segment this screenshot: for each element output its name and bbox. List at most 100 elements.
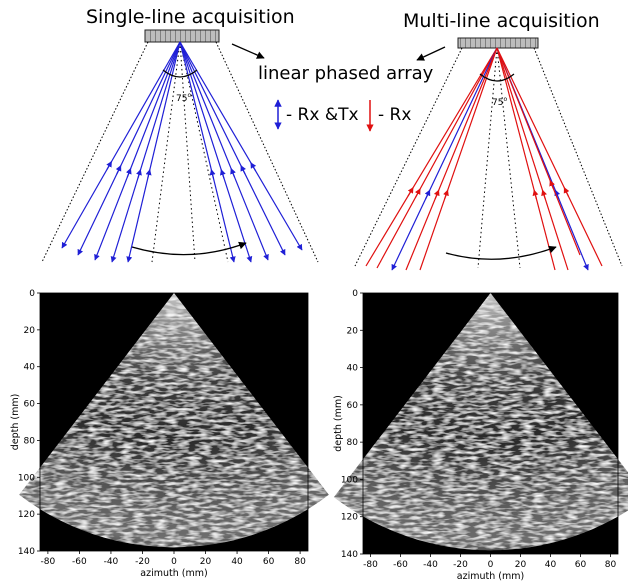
y-tick-label: 80 — [347, 438, 359, 448]
x-tick-label: 0 — [488, 560, 494, 570]
y-tick-label: 40 — [347, 364, 359, 374]
y-tick-label: 20 — [347, 326, 359, 336]
x-tick-label: 40 — [545, 560, 557, 570]
x-tick-label: 20 — [200, 557, 212, 567]
beams-left — [61, 41, 303, 263]
x-tick-label: -20 — [135, 557, 150, 567]
array-transducer — [144, 29, 220, 43]
rx-tx-beam-return — [115, 164, 122, 175]
angle-arc-left — [162, 69, 198, 78]
multi-line-title: Multi-line acquisition — [403, 10, 600, 32]
image-axes: -80 -60 -40 -20 0 20 40 60 80 0 20 40 60 80 100 120 140 a… — [10, 289, 329, 579]
single-line-diagram — [41, 29, 319, 263]
angle-label-left: 75o — [176, 92, 192, 104]
rx-tx-beam-return — [125, 167, 132, 178]
beams-right — [365, 47, 603, 271]
x-tick-label: 60 — [575, 560, 587, 570]
rx-tx-beam-return — [145, 169, 152, 179]
rx-tx-beam — [391, 47, 498, 271]
x-tick-label: -80 — [363, 560, 378, 570]
x-tick-label: 20 — [515, 560, 527, 570]
y-tick-label: 60 — [24, 400, 36, 410]
x-axis-label: azimuth (mm) — [457, 571, 524, 582]
rx-beam-return — [443, 189, 449, 200]
sweep-arrow-right — [445, 245, 557, 260]
rx-beam-return — [414, 188, 421, 198]
y-tick-label: 40 — [24, 363, 36, 373]
center-line-a — [477, 47, 498, 269]
y-tick-label: 0 — [352, 289, 358, 299]
rx-tx-beam — [110, 41, 181, 263]
y-axis-label: depth (mm) — [10, 394, 21, 451]
x-tick-label: -60 — [72, 557, 87, 567]
rx-tx-beam-return — [136, 169, 142, 179]
rx-beam — [496, 47, 556, 271]
rx-tx-beam — [61, 41, 181, 249]
rx-beam — [496, 47, 569, 271]
sector-boundary-right — [533, 47, 623, 267]
center-line-a — [151, 41, 181, 263]
y-tick-label: 140 — [341, 550, 358, 560]
rx-beam-return — [563, 186, 570, 197]
rx-tx-beam — [179, 41, 269, 261]
x-tick-label: 80 — [294, 557, 306, 567]
y-tick-label: 100 — [18, 473, 35, 483]
center-line-c — [179, 41, 229, 263]
y-tick-label: 100 — [341, 475, 358, 485]
x-axis-label: azimuth (mm) — [140, 568, 207, 579]
rx-beam-return — [549, 179, 555, 189]
multi-line-image-panel: -80 -60 -40 -20 0 20 40 60 80 0 20 40 60 80 100 120 140 a… — [333, 289, 628, 582]
rx-tx-legend-label: - Rx &Tx — [286, 105, 359, 125]
center-line-b — [496, 47, 521, 269]
y-tick-label: 60 — [347, 401, 359, 411]
x-tick-label: -60 — [393, 560, 408, 570]
rx-tx-beam-return — [106, 160, 113, 171]
rx-beam — [405, 47, 498, 271]
angle-label-right: 75o — [492, 96, 508, 108]
y-tick-label: 0 — [29, 289, 35, 299]
single-line-title: Single-line acquisition — [86, 6, 295, 28]
rx-beam — [419, 47, 498, 271]
y-tick-label: 140 — [18, 547, 35, 557]
rx-beam-return — [541, 189, 547, 200]
array-pointer-left — [231, 43, 265, 59]
rx-tx-beam-return — [230, 167, 236, 178]
rx-beam-return — [433, 189, 440, 200]
rx-tx-beam-return — [219, 169, 226, 179]
sector-boundary-left — [41, 41, 149, 263]
rx-beam — [376, 47, 498, 269]
rx-tx-beam-return — [554, 189, 561, 200]
single-line-image-panel: -80 -60 -40 -20 0 20 40 60 80 0 20 40 60 80 100 120 140 a… — [10, 289, 329, 579]
x-tick-label: 60 — [263, 557, 275, 567]
rx-tx-beam — [77, 41, 181, 256]
rx-beam-return — [532, 189, 539, 200]
x-tick-label: 0 — [171, 557, 177, 567]
x-tick-label: 40 — [231, 557, 243, 567]
rx-tx-beam — [179, 41, 303, 251]
x-tick-label: -40 — [104, 557, 119, 567]
ultrasound-sector — [333, 293, 628, 551]
rx-legend-label: - Rx — [378, 105, 412, 125]
x-tick-label: -80 — [41, 557, 56, 567]
x-tick-label: -20 — [453, 560, 468, 570]
x-tick-label: -40 — [423, 560, 438, 570]
array-label: linear phased array — [258, 63, 434, 84]
y-tick-label: 80 — [24, 436, 36, 446]
array-pointer-right — [416, 46, 446, 61]
ultrasound-sector — [19, 293, 329, 548]
rx-tx-beam — [126, 41, 181, 263]
sweep-arrow-left — [131, 241, 247, 256]
rx-tx-beam — [179, 41, 286, 256]
rx-tx-beam-return — [209, 169, 216, 179]
y-axis-label: depth (mm) — [333, 395, 344, 452]
rx-tx-beam-return — [424, 189, 431, 200]
rx-tx-beam — [94, 41, 181, 261]
rx-tx-beam-return — [250, 162, 257, 172]
y-tick-label: 120 — [341, 513, 358, 523]
multi-line-diagram — [354, 37, 623, 271]
angle-arc-right — [479, 73, 515, 82]
rx-beam — [496, 47, 581, 256]
y-tick-label: 20 — [24, 326, 36, 336]
x-tick-label: 80 — [605, 560, 617, 570]
